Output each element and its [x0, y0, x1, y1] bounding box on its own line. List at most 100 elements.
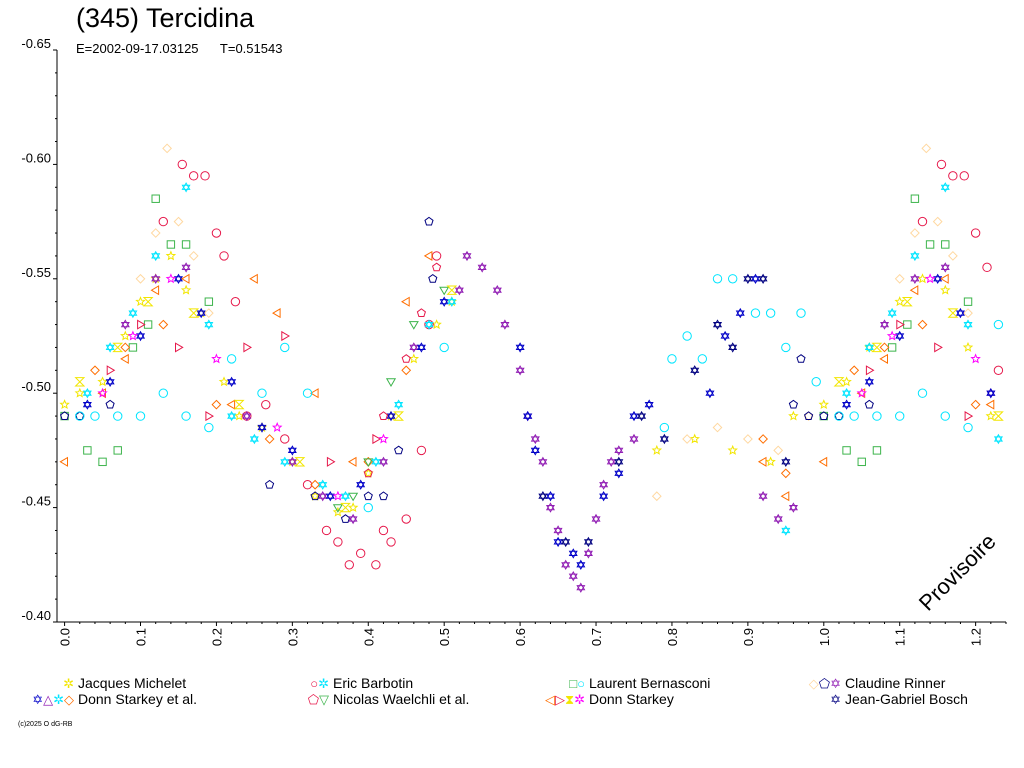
data-point — [356, 479, 366, 490]
data-point — [887, 307, 897, 319]
period-label: T=0.51543 — [219, 41, 283, 56]
data-point — [120, 353, 129, 364]
data-point — [363, 468, 373, 478]
data-point — [97, 376, 108, 387]
data-point — [849, 411, 859, 421]
data-point — [690, 365, 700, 376]
data-point — [917, 216, 928, 227]
data-point — [205, 411, 214, 422]
data-point — [742, 434, 753, 444]
legend-symbol: ◇ — [808, 676, 819, 691]
legend-symbol: △ — [43, 692, 54, 707]
data-point — [682, 434, 693, 444]
data-point — [629, 410, 639, 422]
legend-symbol: ✡ — [830, 692, 841, 707]
data-point — [477, 262, 487, 273]
data-point — [804, 411, 814, 420]
data-point — [856, 387, 867, 398]
data-point — [606, 456, 616, 467]
data-point — [344, 560, 354, 570]
data-point — [712, 319, 723, 330]
x-tick-label: 0.0 — [58, 628, 73, 646]
legend-item: ⬠▽ Nicolas Waelchli et al. — [283, 691, 470, 708]
data-point — [993, 433, 1003, 445]
data-point — [781, 456, 791, 467]
data-point — [788, 399, 798, 409]
legend-item: ◁▷⧗✲ Donn Starkey — [539, 691, 674, 708]
y-tick-label: -0.45 — [21, 494, 51, 509]
data-point — [151, 250, 161, 262]
x-tick-label: 0.3 — [285, 628, 300, 646]
data-point — [401, 354, 411, 363]
legend-symbol: ▷ — [554, 692, 565, 707]
data-point — [818, 399, 830, 410]
data-point — [378, 456, 388, 467]
data-point — [962, 341, 974, 352]
data-point — [959, 171, 969, 181]
legend-symbol: ○ — [577, 676, 585, 691]
data-point — [970, 353, 981, 364]
data-point — [985, 410, 997, 421]
data-point — [568, 571, 578, 582]
data-point — [105, 399, 115, 409]
data-point — [332, 506, 344, 517]
legend-label: Nicolas Waelchli et al. — [333, 691, 470, 707]
data-point — [712, 422, 723, 433]
data-point — [188, 171, 199, 181]
data-point — [765, 456, 776, 467]
x-tick-label: 0.7 — [589, 628, 604, 646]
data-point — [378, 433, 389, 444]
data-point — [363, 502, 373, 513]
data-point — [302, 388, 313, 398]
data-point — [940, 273, 949, 284]
data-point — [372, 433, 382, 445]
data-point — [940, 284, 951, 295]
data-point — [211, 228, 222, 238]
data-point — [181, 182, 191, 193]
data-point — [348, 492, 359, 502]
data-point — [90, 365, 100, 376]
data-point — [637, 410, 647, 422]
data-point — [265, 479, 275, 489]
data-point — [576, 582, 586, 593]
data-point — [75, 411, 85, 420]
data-point — [428, 273, 438, 283]
x-tick-label: 0.4 — [361, 628, 376, 646]
data-point — [233, 410, 245, 421]
data-point — [439, 296, 449, 307]
x-tick-label: 0.9 — [741, 628, 756, 646]
data-point — [515, 365, 525, 376]
data-point — [629, 433, 639, 445]
data-point — [492, 285, 502, 296]
data-point — [333, 537, 343, 547]
data-point — [886, 330, 898, 341]
data-point — [280, 342, 290, 353]
data-point — [963, 308, 973, 319]
data-point — [177, 159, 187, 170]
data-point — [728, 342, 738, 353]
data-point — [865, 365, 875, 376]
data-point — [287, 456, 297, 467]
x-tick-label: 0.5 — [437, 628, 452, 646]
legend-item: □○ Laurent Bernasconi — [539, 675, 710, 692]
data-point — [818, 456, 828, 467]
data-point — [993, 319, 1004, 330]
data-point — [599, 479, 609, 490]
legend-label: Donn Starkey et al. — [78, 691, 198, 707]
data-point — [233, 399, 245, 410]
data-point — [750, 273, 760, 284]
x-tick-label: 0.1 — [134, 628, 149, 646]
data-point — [127, 330, 139, 341]
data-point — [682, 331, 692, 341]
data-point — [219, 251, 229, 261]
legend-symbol: ◇ — [64, 692, 74, 707]
data-point — [401, 365, 412, 376]
data-point — [97, 387, 108, 398]
data-point — [947, 250, 958, 261]
data-point — [309, 388, 319, 399]
data-point — [921, 143, 932, 154]
data-point — [788, 502, 798, 513]
data-point — [137, 319, 146, 330]
data-point — [834, 411, 844, 420]
data-point — [894, 273, 905, 284]
